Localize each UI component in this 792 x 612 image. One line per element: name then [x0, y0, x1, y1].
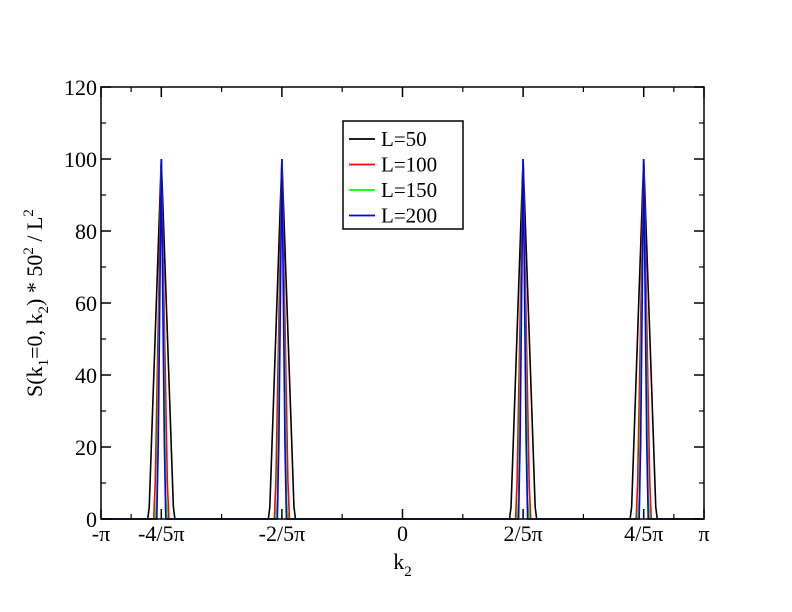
y-tick-label: 120 — [64, 75, 97, 100]
x-axis-label: k2 — [393, 549, 412, 580]
x-tick-label: -2/5π — [259, 521, 306, 546]
y-axis-label-part4: / L — [22, 217, 47, 248]
x-axis-label-sub: 2 — [404, 564, 412, 580]
y-tick-label: 100 — [64, 147, 97, 172]
y-axis-label-part2: =0, k — [22, 313, 47, 358]
y-tick-label: 0 — [86, 507, 97, 532]
y-axis-label-sub1: 1 — [36, 359, 52, 367]
x-tick-label: -4/5π — [138, 521, 185, 546]
y-axis-label-sup4: 2 — [21, 209, 37, 217]
x-tick-label: π — [698, 521, 709, 546]
x-tick-label: -π — [92, 521, 110, 546]
y-axis-label-part1: S(k — [22, 366, 47, 397]
y-axis-label-sub2: 2 — [36, 306, 52, 314]
x-tick-label: 2/5π — [503, 521, 542, 546]
legend-label-50: L=50 — [381, 127, 427, 151]
y-tick-label: 40 — [75, 363, 97, 388]
legend-label-150: L=150 — [381, 178, 437, 202]
y-tick-label: 20 — [75, 435, 97, 460]
legend-label-100: L=100 — [381, 153, 437, 177]
y-tick-label: 60 — [75, 291, 97, 316]
y-axis-label: S(k1=0, k2) * 502 / L2 — [21, 209, 52, 397]
x-axis-label-main: k — [393, 549, 404, 574]
y-tick-label: 80 — [75, 219, 97, 244]
ticks-layer: 0 20 40 60 80 100 120 -π -4/5π -2/5π 0 2/5π 4/5π π — [64, 75, 710, 546]
x-tick-label: 0 — [397, 521, 408, 546]
x-tick-label: 4/5π — [624, 521, 663, 546]
legend-label-200: L=200 — [381, 204, 437, 228]
y-axis-label-sup3: 2 — [21, 247, 37, 255]
y-axis-label-part3: ) * 50 — [22, 255, 47, 306]
